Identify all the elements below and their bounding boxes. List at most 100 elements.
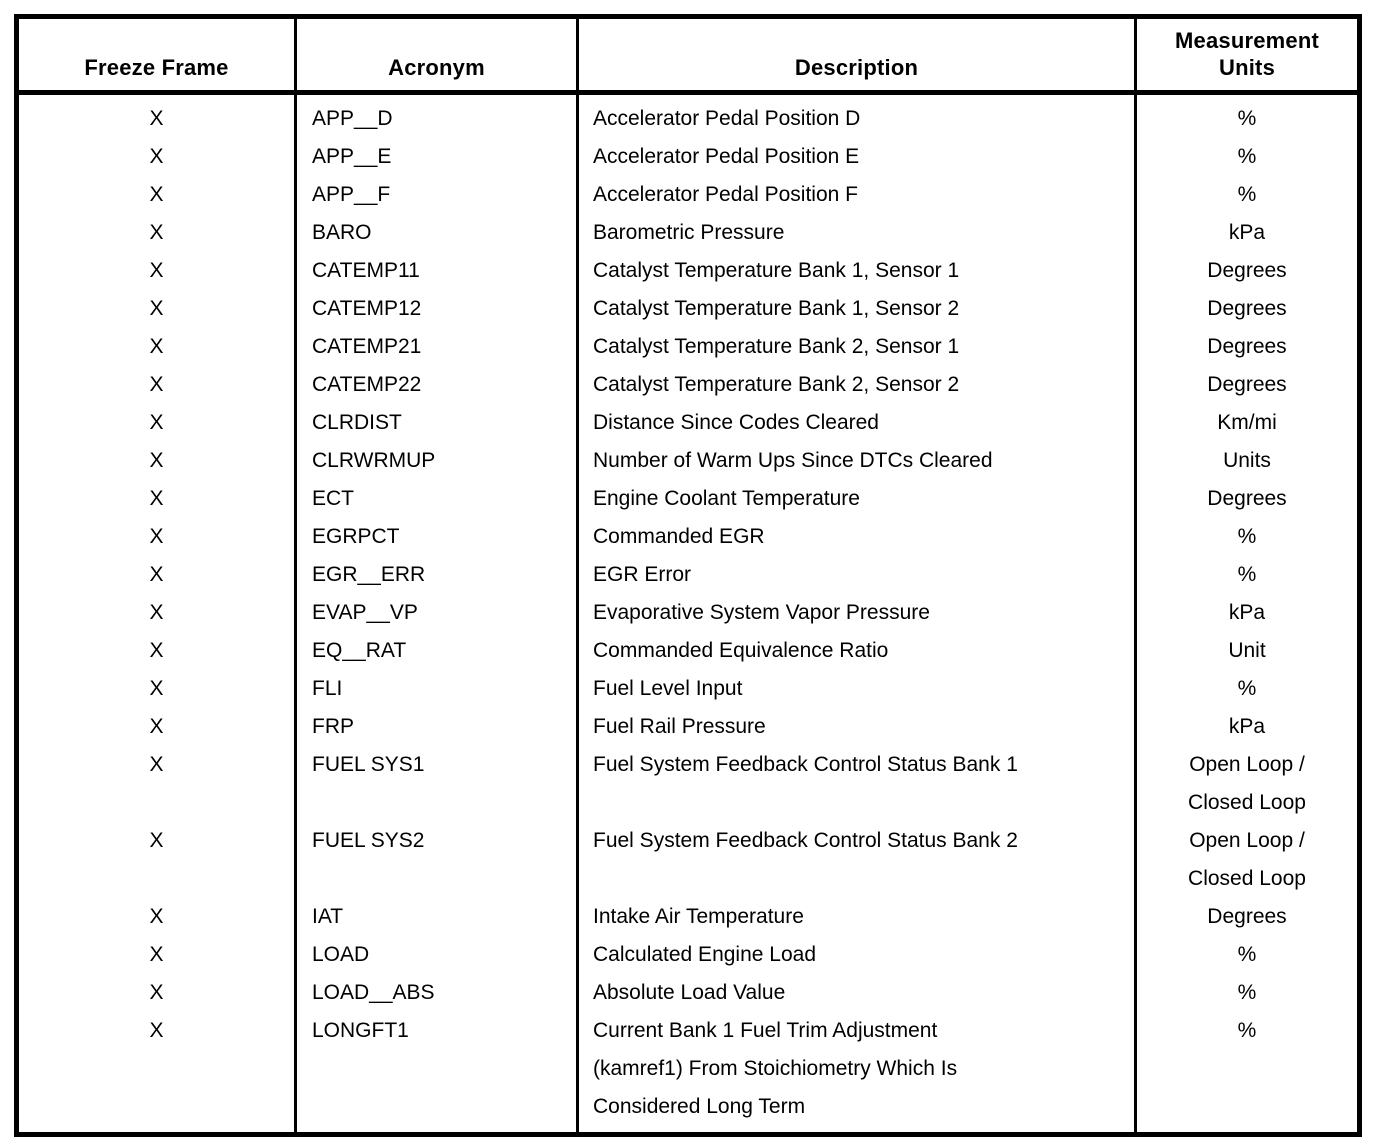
description-cell: Accelerator Pedal Position F — [576, 176, 1137, 214]
units-cell: Degrees — [1134, 328, 1361, 366]
units-cell: kPa — [1134, 708, 1361, 746]
table-row: X FUEL SYS2 Fuel System Feedback Control S… — [15, 822, 1361, 898]
table-row: X FUEL SYS1 Fuel System Feedback Control S… — [15, 746, 1361, 822]
units-cell: % — [1134, 1012, 1361, 1135]
units-cell: % — [1134, 138, 1361, 176]
description-cell: Catalyst Temperature Bank 2, Sensor 1 — [576, 328, 1137, 366]
acronym-cell: IAT — [294, 898, 579, 936]
table-row: X FLI Fuel Level Input% — [15, 670, 1361, 708]
freeze-frame-cell: X — [15, 594, 297, 632]
freeze-frame-cell: X — [15, 936, 297, 974]
description-cell: Commanded EGR — [576, 518, 1137, 556]
acronym-cell: EQ__RAT — [294, 632, 579, 670]
table-row: X ECT Engine Coolant Temperature Degrees — [15, 480, 1361, 518]
acronym-cell: CATEMP11 — [294, 252, 579, 290]
table-row: X APP__F Accelerator Pedal Position F% — [15, 176, 1361, 214]
freeze-frame-cell: X — [15, 632, 297, 670]
document-page: Freeze Frame Acronym Description Measure… — [14, 14, 1362, 1137]
units-cell: Degrees — [1134, 898, 1361, 936]
table-row: X FRP Fuel Rail Pressure kPa — [15, 708, 1361, 746]
acronym-cell: LONGFT1 — [294, 1012, 579, 1135]
freeze-frame-cell: X — [15, 138, 297, 176]
acronym-cell: FLI — [294, 670, 579, 708]
units-cell: kPa — [1134, 594, 1361, 632]
units-cell: % — [1134, 92, 1361, 138]
freeze-frame-parameter-table: Freeze Frame Acronym Description Measure… — [14, 14, 1362, 1137]
acronym-cell: CATEMP21 — [294, 328, 579, 366]
acronym-cell: APP__D — [294, 92, 579, 138]
description-cell: Catalyst Temperature Bank 2, Sensor 2 — [576, 366, 1137, 404]
description-cell: Current Bank 1 Fuel Trim Adjustment (kam… — [576, 1012, 1137, 1135]
description-cell: Distance Since Codes Cleared — [576, 404, 1137, 442]
units-cell: % — [1134, 176, 1361, 214]
description-cell: Fuel Rail Pressure — [576, 708, 1137, 746]
table-row: X APP__E Accelerator Pedal Position E% — [15, 138, 1361, 176]
table-row: X CATEMP21 Catalyst Temperature Bank 2, Se… — [15, 328, 1361, 366]
acronym-cell: FUEL SYS2 — [294, 822, 579, 898]
units-cell: % — [1134, 670, 1361, 708]
units-cell: Open Loop / Closed Loop — [1134, 822, 1361, 898]
freeze-frame-cell: X — [15, 708, 297, 746]
column-header-measurement-units: Measurement Units — [1134, 15, 1361, 95]
freeze-frame-cell: X — [15, 974, 297, 1012]
units-cell: Degrees — [1134, 252, 1361, 290]
column-header-freeze-frame: Freeze Frame — [15, 15, 297, 95]
acronym-cell: FRP — [294, 708, 579, 746]
table-row: X EGRPCT Commanded EGR% — [15, 518, 1361, 556]
units-cell: Open Loop / Closed Loop — [1134, 746, 1361, 822]
freeze-frame-cell: X — [15, 746, 297, 822]
units-cell: % — [1134, 518, 1361, 556]
freeze-frame-cell: X — [15, 1012, 297, 1135]
freeze-frame-cell: X — [15, 556, 297, 594]
description-cell: Number of Warm Ups Since DTCs Cleared — [576, 442, 1137, 480]
description-cell: Calculated Engine Load — [576, 936, 1137, 974]
table-row: X CATEMP12 Catalyst Temperature Bank 1, Se… — [15, 290, 1361, 328]
description-cell: Accelerator Pedal Position D — [576, 92, 1137, 138]
freeze-frame-cell: X — [15, 518, 297, 556]
description-cell: Evaporative System Vapor Pressure — [576, 594, 1137, 632]
units-cell: Units — [1134, 442, 1361, 480]
header-row: Freeze Frame Acronym Description Measure… — [15, 15, 1361, 95]
table-row: X LOAD Calculated Engine Load% — [15, 936, 1361, 974]
units-cell: % — [1134, 556, 1361, 594]
freeze-frame-cell: X — [15, 252, 297, 290]
units-cell: Km/mi — [1134, 404, 1361, 442]
acronym-cell: BARO — [294, 214, 579, 252]
freeze-frame-cell: X — [15, 442, 297, 480]
description-cell: Catalyst Temperature Bank 1, Sensor 1 — [576, 252, 1137, 290]
acronym-cell: ECT — [294, 480, 579, 518]
acronym-cell: LOAD — [294, 936, 579, 974]
acronym-cell: FUEL SYS1 — [294, 746, 579, 822]
acronym-cell: CLRDIST — [294, 404, 579, 442]
description-cell: EGR Error — [576, 556, 1137, 594]
acronym-cell: EGR__ERR — [294, 556, 579, 594]
table-row: X EQ__RAT Commanded Equivalence Ratio Unit — [15, 632, 1361, 670]
table-row: X EVAP__VP Evaporative System Vapor Pressu… — [15, 594, 1361, 632]
table-row: X LONGFT1 Current Bank 1 Fuel Trim Adjustm… — [15, 1012, 1361, 1135]
description-cell: Engine Coolant Temperature — [576, 480, 1137, 518]
acronym-cell: CATEMP12 — [294, 290, 579, 328]
description-cell: Barometric Pressure — [576, 214, 1137, 252]
description-cell: Commanded Equivalence Ratio — [576, 632, 1137, 670]
description-cell: Intake Air Temperature — [576, 898, 1137, 936]
acronym-cell: CLRWRMUP — [294, 442, 579, 480]
acronym-cell: EVAP__VP — [294, 594, 579, 632]
table-row: X CATEMP22 Catalyst Temperature Bank 2, Se… — [15, 366, 1361, 404]
units-cell: Degrees — [1134, 366, 1361, 404]
units-cell: Degrees — [1134, 290, 1361, 328]
table-row: X APP__D Accelerator Pedal Position D% — [15, 92, 1361, 138]
column-header-acronym: Acronym — [294, 15, 579, 95]
units-cell: % — [1134, 936, 1361, 974]
description-cell: Fuel Level Input — [576, 670, 1137, 708]
freeze-frame-cell: X — [15, 670, 297, 708]
description-cell: Fuel System Feedback Control Status Bank… — [576, 746, 1137, 822]
freeze-frame-cell: X — [15, 214, 297, 252]
freeze-frame-cell: X — [15, 92, 297, 138]
acronym-cell: EGRPCT — [294, 518, 579, 556]
units-cell: Degrees — [1134, 480, 1361, 518]
freeze-frame-cell: X — [15, 290, 297, 328]
description-cell: Catalyst Temperature Bank 1, Sensor 2 — [576, 290, 1137, 328]
freeze-frame-cell: X — [15, 404, 297, 442]
acronym-cell: LOAD__ABS — [294, 974, 579, 1012]
description-cell: Absolute Load Value — [576, 974, 1137, 1012]
